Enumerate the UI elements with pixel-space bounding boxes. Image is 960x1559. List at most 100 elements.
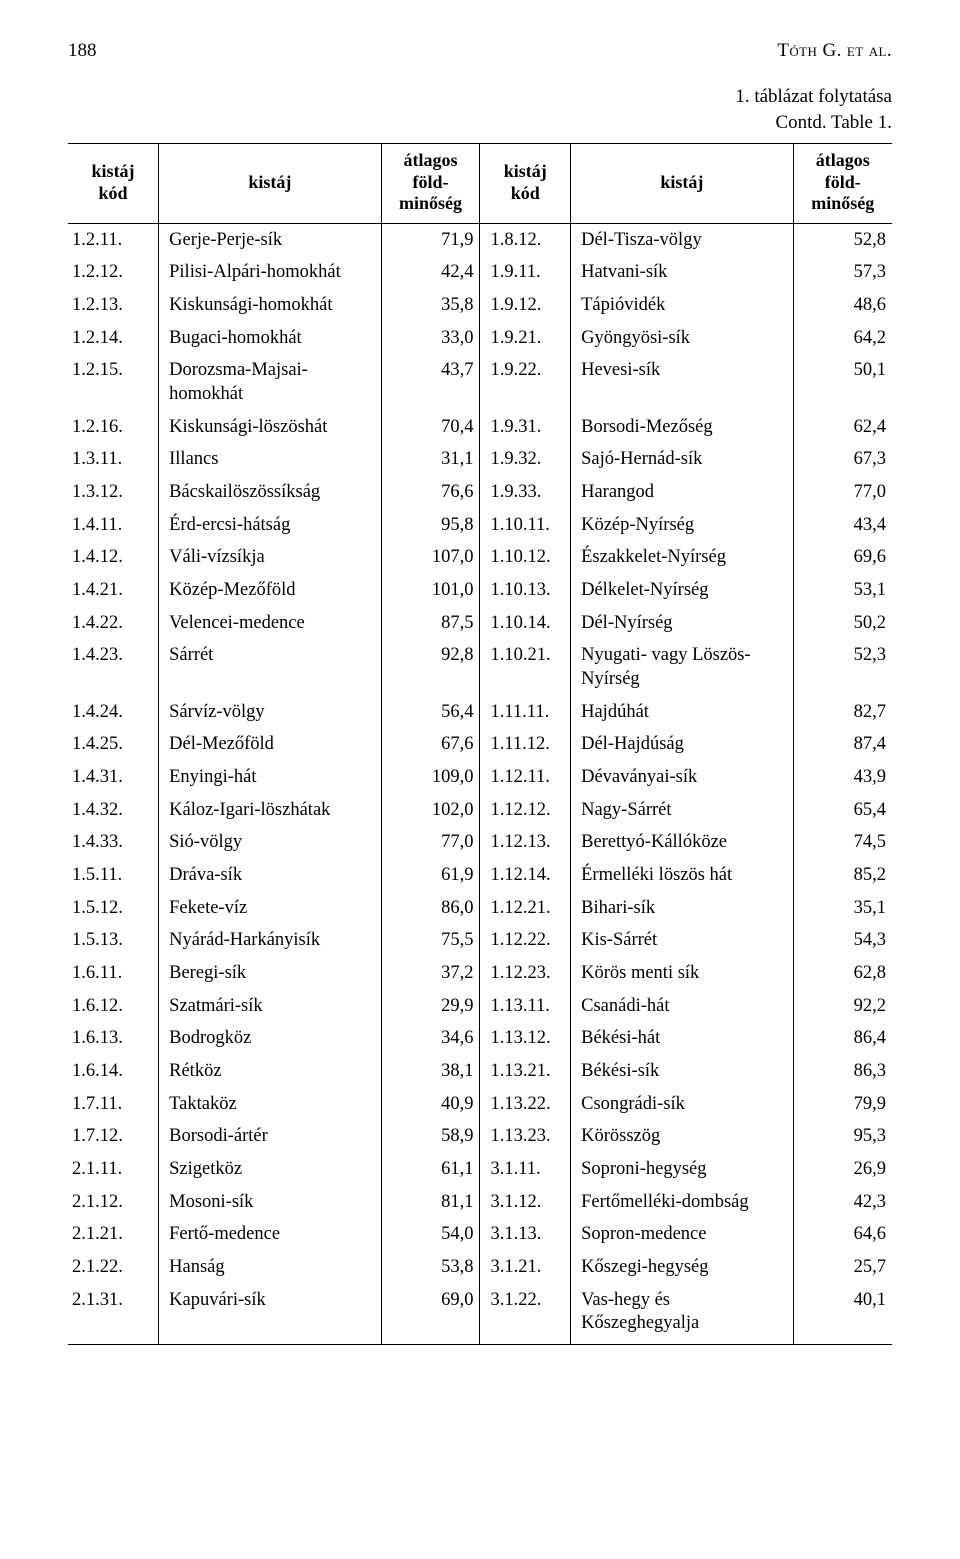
cell-value: 81,1: [381, 1186, 480, 1219]
cell-name: Bácskailöszössíkság: [159, 476, 381, 509]
cell-name: Illancs: [159, 444, 381, 477]
cell-name: Bihari-sík: [571, 892, 793, 925]
cell-value: 102,0: [381, 794, 480, 827]
cell-name: Nyárád-Harkányisík: [159, 925, 381, 958]
table-body: 1.2.11.Gerje-Perje-sík71,91.8.12.Dél-Tis…: [68, 224, 892, 1345]
cell-name: Sárvíz-völgy: [159, 696, 381, 729]
cell-name: Érmelléki löszös hát: [571, 860, 793, 893]
table-row: 1.2.14.Bugaci-homokhát33,01.9.21.Gyöngyö…: [68, 322, 892, 355]
cell-name: Borsodi-Mezőség: [571, 411, 793, 444]
cell-name: Gerje-Perje-sík: [159, 224, 381, 257]
cell-value: 64,6: [793, 1219, 892, 1252]
cell-code: 1.4.11.: [68, 509, 159, 542]
cell-code: 3.1.11.: [480, 1154, 571, 1187]
cell-value: 67,3: [793, 444, 892, 477]
cell-name: Dévaványai-sík: [571, 761, 793, 794]
cell-value: 87,5: [381, 607, 480, 640]
table-row: 1.5.12.Fekete-víz86,01.12.21.Bihari-sík3…: [68, 892, 892, 925]
page-number: 188: [68, 40, 97, 62]
cell-value: 109,0: [381, 761, 480, 794]
cell-value: 95,3: [793, 1121, 892, 1154]
cell-value: 58,9: [381, 1121, 480, 1154]
cell-name: Békési-sík: [571, 1056, 793, 1089]
cell-code: 1.2.15.: [68, 355, 159, 411]
th-val-right: átlagosföld-minőség: [793, 144, 892, 224]
cell-name: Harangod: [571, 476, 793, 509]
cell-code: 1.4.31.: [68, 761, 159, 794]
cell-name: Berettyó-Kállóköze: [571, 827, 793, 860]
cell-code: 1.2.12.: [68, 257, 159, 290]
cell-code: 1.10.11.: [480, 509, 571, 542]
cell-name: Délkelet-Nyírség: [571, 574, 793, 607]
cell-name: Szigetköz: [159, 1154, 381, 1187]
cell-value: 70,4: [381, 411, 480, 444]
cell-code: 1.9.33.: [480, 476, 571, 509]
cell-value: 62,8: [793, 958, 892, 991]
cell-code: 1.6.14.: [68, 1056, 159, 1089]
cell-code: 2.1.22.: [68, 1252, 159, 1285]
cell-code: 3.1.12.: [480, 1186, 571, 1219]
cell-value: 42,4: [381, 257, 480, 290]
cell-name: Hanság: [159, 1252, 381, 1285]
caption-line-1: 1. táblázat folytatása: [735, 86, 892, 107]
cell-name: Taktaköz: [159, 1088, 381, 1121]
cell-name: Dorozsma-Majsai-homokhát: [159, 355, 381, 411]
cell-name: Sajó-Hernád-sík: [571, 444, 793, 477]
cell-name: Sárrét: [159, 640, 381, 696]
table-head: kistájkód kistáj átlagosföld-minőség kis…: [68, 144, 892, 224]
cell-code: 1.9.32.: [480, 444, 571, 477]
table-row: 1.2.16.Kiskunsági-löszöshát70,41.9.31.Bo…: [68, 411, 892, 444]
th-code-left: kistájkód: [68, 144, 159, 224]
table-row: 1.4.12.Váli-vízsíkja107,01.10.12.Északke…: [68, 542, 892, 575]
cell-value: 48,6: [793, 289, 892, 322]
cell-name: Fekete-víz: [159, 892, 381, 925]
cell-name: Tápióvidék: [571, 289, 793, 322]
cell-value: 67,6: [381, 729, 480, 762]
table-row: 2.1.21.Fertő-medence54,03.1.13.Sopron-me…: [68, 1219, 892, 1252]
cell-code: 3.1.22.: [480, 1284, 571, 1344]
cell-name: Soproni-hegység: [571, 1154, 793, 1187]
cell-name: Csanádi-hát: [571, 990, 793, 1023]
cell-name: Dél-Mezőföld: [159, 729, 381, 762]
cell-value: 95,8: [381, 509, 480, 542]
cell-code: 1.9.11.: [480, 257, 571, 290]
cell-name: Nagy-Sárrét: [571, 794, 793, 827]
cell-code: 1.12.22.: [480, 925, 571, 958]
cell-name: Rétköz: [159, 1056, 381, 1089]
cell-code: 1.4.32.: [68, 794, 159, 827]
cell-value: 52,3: [793, 640, 892, 696]
cell-name: Csongrádi-sík: [571, 1088, 793, 1121]
cell-name: Dél-Nyírség: [571, 607, 793, 640]
cell-name: Gyöngyösi-sík: [571, 322, 793, 355]
cell-value: 40,9: [381, 1088, 480, 1121]
cell-value: 25,7: [793, 1252, 892, 1285]
cell-value: 74,5: [793, 827, 892, 860]
cell-name: Fertőmelléki-dombság: [571, 1186, 793, 1219]
cell-code: 1.13.21.: [480, 1056, 571, 1089]
cell-code: 1.4.24.: [68, 696, 159, 729]
cell-code: 1.9.12.: [480, 289, 571, 322]
cell-value: 53,8: [381, 1252, 480, 1285]
cell-code: 3.1.13.: [480, 1219, 571, 1252]
table-row: 1.6.14.Rétköz38,11.13.21.Békési-sík86,3: [68, 1056, 892, 1089]
th-name-left: kistáj: [159, 144, 381, 224]
cell-value: 50,1: [793, 355, 892, 411]
table-row: 1.7.12.Borsodi-ártér58,91.13.23.Körösszö…: [68, 1121, 892, 1154]
cell-value: 50,2: [793, 607, 892, 640]
cell-name: Mosoni-sík: [159, 1186, 381, 1219]
cell-value: 107,0: [381, 542, 480, 575]
cell-code: 1.8.12.: [480, 224, 571, 257]
cell-value: 34,6: [381, 1023, 480, 1056]
cell-name: Pilisi-Alpári-homokhát: [159, 257, 381, 290]
cell-code: 1.13.11.: [480, 990, 571, 1023]
table-row: 1.4.31.Enyingi-hát109,01.12.11.Dévaványa…: [68, 761, 892, 794]
table-row: 1.4.32.Káloz-Igari-löszhátak102,01.12.12…: [68, 794, 892, 827]
th-code-right: kistájkód: [480, 144, 571, 224]
cell-code: 1.13.23.: [480, 1121, 571, 1154]
cell-name: Beregi-sík: [159, 958, 381, 991]
cell-name: Sió-völgy: [159, 827, 381, 860]
cell-value: 54,0: [381, 1219, 480, 1252]
cell-name: Bodrogköz: [159, 1023, 381, 1056]
table-row: 1.5.11.Dráva-sík61,91.12.14.Érmelléki lö…: [68, 860, 892, 893]
cell-code: 1.7.11.: [68, 1088, 159, 1121]
